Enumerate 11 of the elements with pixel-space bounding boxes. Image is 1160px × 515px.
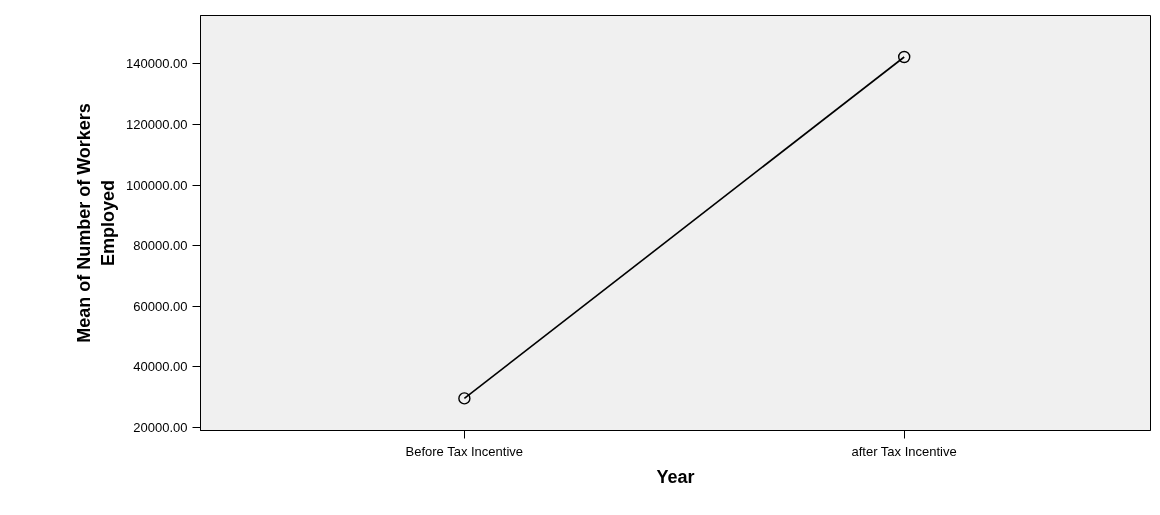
y-tick-label: 120000.00 [126,117,188,133]
x-tick-label: Before Tax Incentive [405,443,524,459]
y-tick-label: 140000.00 [126,56,188,72]
y-tick-label: 80000.00 [133,238,188,254]
y-tick-label: 60000.00 [133,298,188,314]
y-axis-title: Mean of Number of Workers Employed [74,103,119,343]
y-tick-label: 20000.00 [133,419,188,435]
y-tick-label: 100000.00 [126,177,188,193]
x-axis-title: Year [656,466,695,487]
x-tick-label: after Tax Incentive [851,443,957,459]
y-tick-label: 40000.00 [133,359,188,375]
